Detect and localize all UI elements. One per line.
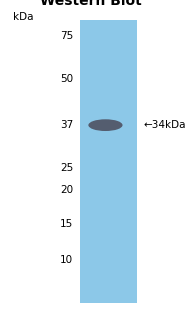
Ellipse shape: [88, 119, 123, 131]
Text: 50: 50: [60, 74, 73, 84]
Text: ←34kDa: ←34kDa: [143, 120, 186, 130]
Text: kDa: kDa: [13, 12, 33, 22]
Text: 25: 25: [60, 163, 73, 173]
Bar: [80, 20, 137, 303]
Text: 75: 75: [60, 31, 73, 40]
Text: Western Blot: Western Blot: [40, 0, 142, 8]
Text: 15: 15: [60, 219, 73, 229]
Text: 20: 20: [60, 185, 73, 195]
Text: 37: 37: [60, 120, 73, 130]
Text: 10: 10: [60, 255, 73, 265]
